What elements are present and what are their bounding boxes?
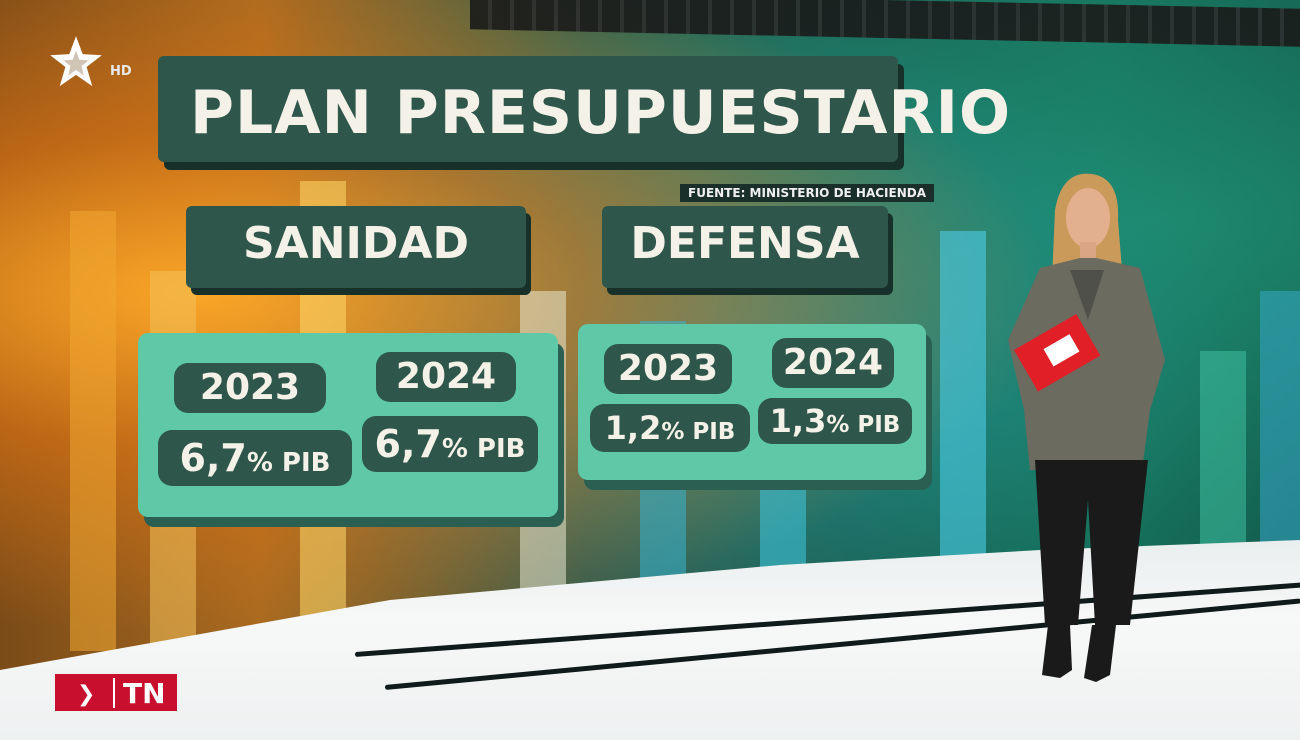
year-label: 2023: [174, 363, 326, 413]
tn-news-logo: ❯ TN: [53, 672, 179, 713]
logo-divider: [113, 678, 115, 708]
title-panel: [158, 56, 898, 162]
value-badge: 1,3% PIB: [758, 398, 912, 444]
value-unit: % PIB: [826, 412, 901, 438]
value-unit: % PIB: [441, 434, 526, 464]
category-header-sanidad: [186, 206, 526, 288]
value-unit: % PIB: [246, 448, 331, 478]
value-number: 1,2: [604, 409, 662, 447]
value-unit: % PIB: [661, 419, 736, 445]
category-label-sanidad: SANIDAD: [242, 218, 470, 269]
year-label: 2024: [772, 338, 894, 388]
graphic-title: PLAN PRESUPUESTARIO: [190, 78, 1011, 148]
hd-badge: HD: [110, 64, 132, 79]
chevron-right-icon: ❯: [77, 682, 96, 707]
year-label: 2023: [604, 344, 732, 394]
value-number: 6,7: [374, 422, 442, 466]
tn-logo-text: TN: [123, 677, 166, 710]
category-header-defensa: [602, 206, 888, 288]
value-badge: 6,7% PIB: [362, 416, 538, 472]
value-number: 1,3: [769, 402, 827, 440]
value-badge: 6,7% PIB: [158, 430, 352, 486]
value-number: 6,7: [179, 436, 247, 480]
source-caption: FUENTE: MINISTERIO DE HACIENDA: [680, 184, 934, 202]
value-badge: 1,2% PIB: [590, 404, 750, 452]
year-label: 2024: [376, 352, 516, 402]
presenter: [1008, 173, 1165, 682]
category-label-defensa: DEFENSA: [630, 218, 860, 269]
star-icon: [50, 36, 102, 87]
wall-bar: [70, 211, 116, 651]
